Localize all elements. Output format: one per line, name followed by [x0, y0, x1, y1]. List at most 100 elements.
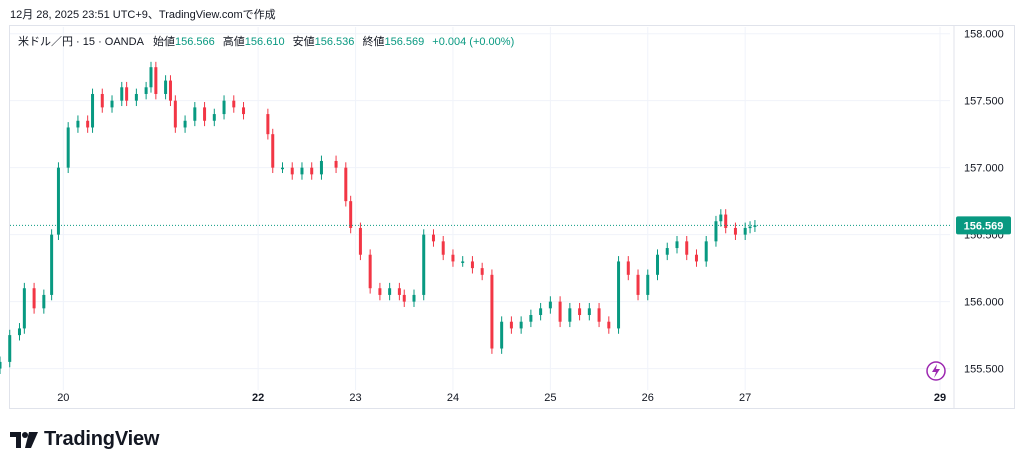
- candle-body: [66, 127, 70, 168]
- candle-body: [597, 308, 601, 322]
- candle-body: [480, 268, 484, 275]
- candle-body: [164, 80, 168, 94]
- candle-body: [378, 288, 382, 295]
- candle-body: [242, 107, 246, 115]
- candle-body: [441, 241, 445, 255]
- candle-body: [110, 100, 114, 108]
- candle-body: [358, 227, 362, 255]
- candle-body: [125, 87, 129, 101]
- candle-body: [587, 308, 591, 316]
- last-price-tag: [956, 216, 1011, 235]
- candle-body: [743, 227, 747, 235]
- low-label: 安値: [292, 36, 315, 48]
- candle-body: [144, 87, 148, 94]
- candle-body: [548, 301, 552, 309]
- candle-body: [56, 167, 60, 235]
- candle-body: [173, 100, 177, 128]
- candle-body: [50, 234, 54, 295]
- candle-body: [168, 80, 172, 101]
- candle-body: [451, 254, 455, 262]
- candle-body: [319, 160, 323, 175]
- chart-timestamp: 12月 28, 2025 23:51 UTC+9、TradingView.com…: [10, 9, 276, 21]
- candle-body: [0, 361, 2, 369]
- candle-body: [32, 288, 36, 309]
- candle-body: [748, 226, 752, 229]
- candle-body: [607, 321, 611, 329]
- candle-body: [290, 167, 294, 175]
- candle-body: [675, 241, 679, 249]
- tradingview-logo-icon: [10, 431, 38, 448]
- candle-body: [86, 120, 90, 128]
- candle-body: [349, 201, 353, 228]
- candle-body: [42, 294, 46, 309]
- candle-body: [334, 160, 338, 168]
- symbol-label: 米ドル／円 · 15 · OANDA: [18, 36, 144, 48]
- candle-body: [470, 261, 474, 269]
- chart-frame[interactable]: [9, 25, 1015, 409]
- candle-body: [388, 288, 392, 295]
- candle-body: [665, 248, 669, 255]
- candle-body: [222, 100, 226, 115]
- candle-body: [193, 107, 197, 121]
- candle-body: [22, 288, 26, 329]
- high-label: 高値: [222, 36, 245, 48]
- candle-body: [431, 234, 435, 242]
- last-price-tag-text: 156.569: [964, 220, 1004, 232]
- change-value: +0.004 (+0.00%): [432, 36, 515, 48]
- candle-body: [412, 294, 416, 302]
- candle-body: [422, 234, 426, 295]
- candle-body: [8, 335, 12, 362]
- candle-body: [539, 308, 543, 316]
- y-tick-label: 158.000: [964, 29, 1004, 41]
- candle-body: [271, 134, 275, 168]
- candle-body: [397, 288, 401, 295]
- candle-body: [266, 114, 270, 135]
- candle-body: [694, 254, 698, 262]
- candle-body: [120, 87, 124, 101]
- close-value: 156.569: [384, 36, 425, 48]
- candle-body: [656, 254, 660, 275]
- close-label: 終値: [362, 36, 385, 48]
- candle-body: [636, 274, 640, 295]
- candle-body: [154, 67, 158, 94]
- candle-body: [733, 227, 737, 235]
- candle-body: [719, 214, 723, 222]
- x-tick-label: 29: [934, 392, 946, 404]
- candle-body: [203, 107, 207, 121]
- x-tick-label: 22: [252, 392, 264, 404]
- x-tick-label: 25: [544, 392, 556, 404]
- candle-body: [490, 274, 494, 349]
- lightning-bolt-icon: [932, 364, 940, 378]
- candle-body: [558, 301, 562, 322]
- x-tick-label: 26: [642, 392, 654, 404]
- candle-body: [134, 93, 138, 101]
- x-tick-label: 20: [57, 392, 69, 404]
- y-tick-label: 157.500: [964, 96, 1004, 108]
- candle-body: [149, 67, 153, 88]
- candle-body: [519, 321, 523, 329]
- x-tick-label: 27: [739, 392, 751, 404]
- symbol-legend: 米ドル／円 · 15 · OANDA 始値156.566 高値156.610 安…: [18, 33, 519, 49]
- candle-body: [76, 120, 80, 128]
- candle-body: [91, 93, 95, 128]
- candle-body: [500, 321, 504, 349]
- x-tick-label: 24: [447, 392, 459, 404]
- tradingview-logo[interactable]: TradingView: [10, 428, 159, 451]
- candle-body: [626, 261, 630, 275]
- candle-body: [402, 294, 406, 302]
- candle-body: [704, 241, 708, 262]
- candle-body: [578, 308, 582, 316]
- open-value: 156.566: [174, 36, 215, 48]
- candle-body: [232, 100, 236, 108]
- x-tick-label: 23: [349, 392, 361, 404]
- candle-body: [753, 225, 757, 227]
- candle-body: [714, 221, 718, 242]
- candle-body: [310, 167, 314, 175]
- candle-body: [280, 167, 284, 170]
- candle-body: [509, 321, 513, 329]
- candle-body: [344, 167, 348, 202]
- candle-body: [646, 274, 650, 295]
- candle-body: [529, 315, 533, 322]
- candle-body: [685, 241, 689, 255]
